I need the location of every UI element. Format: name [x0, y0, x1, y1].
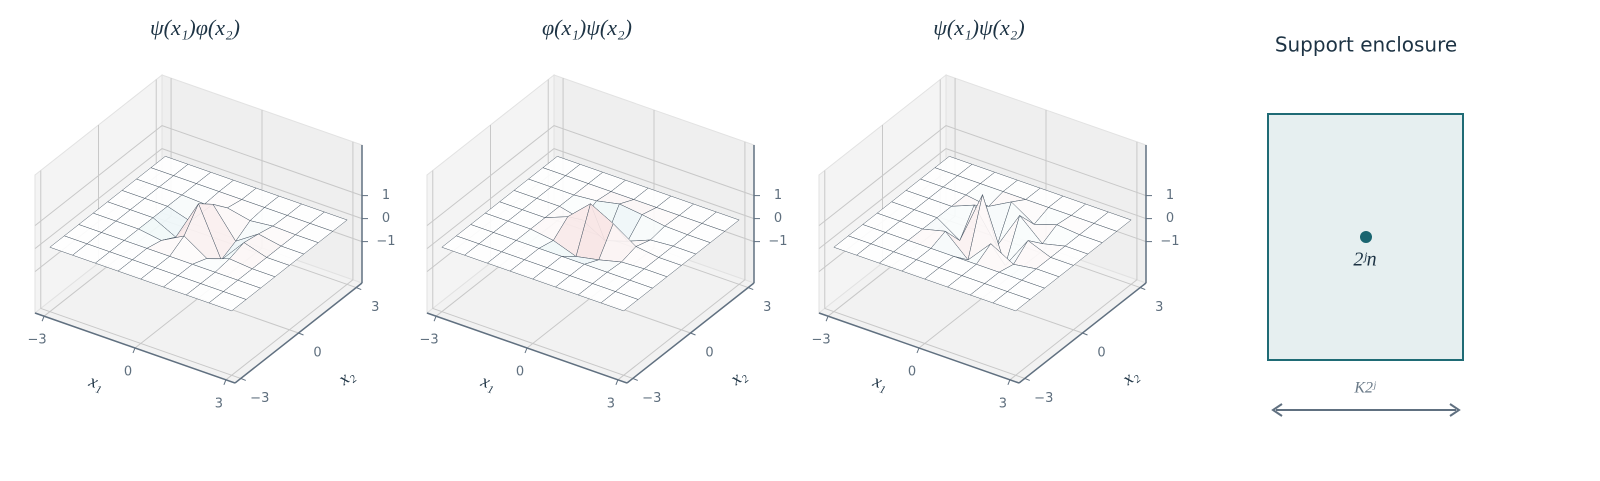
grid-line — [818, 125, 1147, 226]
x-tick-label: −3 — [420, 333, 439, 348]
z-tick-label: 0 — [774, 211, 782, 226]
y-tick — [1140, 287, 1146, 291]
grid-line — [34, 125, 363, 226]
y-tick — [632, 377, 638, 381]
x-axis-label: x₁ — [478, 370, 499, 394]
y-tick-label: 3 — [763, 300, 771, 315]
x-tick — [615, 379, 619, 386]
x-axis-label: x₁ — [870, 370, 891, 394]
x-tick-label: −3 — [812, 333, 831, 348]
x-axis-label: x₁ — [86, 370, 107, 394]
z-tick-label: 1 — [382, 188, 390, 203]
x-tick — [132, 347, 136, 354]
y-tick-label: 3 — [1155, 300, 1163, 315]
z-tick-label: 1 — [1166, 188, 1174, 203]
z-tick-label: 1 — [774, 188, 782, 203]
panel-title: ψ(x₁)ψ(x₂) — [933, 15, 1024, 40]
center-label: 2ʲn — [1353, 249, 1376, 271]
y-tick-label: −3 — [1034, 391, 1053, 406]
z-tick-label: −1 — [1160, 234, 1179, 249]
y-axis-line — [626, 282, 755, 384]
y-axis-label: x₂ — [333, 364, 357, 389]
diagram-title: Support enclosure — [1275, 33, 1457, 57]
x-axis-line — [818, 312, 1020, 384]
x-tick — [433, 315, 437, 322]
panel-title: φ(x₁)ψ(x₂) — [542, 15, 632, 40]
grid-line — [426, 125, 755, 226]
grid-line — [40, 170, 241, 379]
y-tick — [298, 332, 304, 336]
surface-cell — [600, 291, 639, 312]
surface-cell — [992, 291, 1031, 312]
x-tick-label: 0 — [124, 365, 132, 380]
surface-panel: ψ(x₁)φ(x₂) −3 0 3 −3 0 3 −1 0 1 x₁ x₂ — [28, 15, 396, 411]
surface-panel: ψ(x₁)ψ(x₂) −3 0 3 −3 0 3 −1 0 1 x₁ x₂ — [812, 15, 1180, 411]
arrow-heads — [1271, 403, 1461, 417]
z-tick-label: −1 — [376, 234, 395, 249]
y-tick-label: 3 — [371, 300, 379, 315]
z-tick-label: −1 — [768, 234, 787, 249]
grid-line — [1009, 141, 1138, 381]
x-tick — [41, 315, 45, 322]
y-axis-line — [1018, 282, 1147, 384]
y-tick-label: 0 — [1097, 346, 1105, 361]
x-axis-line — [426, 312, 628, 384]
x-tick-label: 0 — [516, 365, 524, 380]
x-tick-label: 0 — [908, 365, 916, 380]
y-tick-label: 0 — [313, 346, 321, 361]
grid-line — [426, 148, 755, 249]
y-tick — [1082, 332, 1088, 336]
grid-line — [818, 148, 1147, 249]
y-tick — [240, 377, 246, 381]
x-tick-label: −3 — [28, 333, 47, 348]
x-tick-label: 3 — [999, 396, 1007, 411]
y-axis-line — [234, 282, 363, 384]
z-tick-label: 0 — [382, 211, 390, 226]
x-tick — [916, 347, 920, 354]
grid-line — [824, 170, 1025, 379]
y-tick-label: 0 — [705, 346, 713, 361]
y-tick — [690, 332, 696, 336]
y-tick — [356, 287, 362, 291]
y-tick-label: −3 — [642, 391, 661, 406]
x-tick-label: 3 — [607, 396, 615, 411]
y-tick — [1024, 377, 1030, 381]
grid-line — [432, 170, 633, 379]
surface-cell — [208, 291, 247, 312]
y-tick-label: −3 — [250, 391, 269, 406]
panel-title: ψ(x₁)φ(x₂) — [150, 15, 240, 40]
x-axis-line — [34, 312, 236, 384]
y-axis-label: x₂ — [725, 364, 749, 389]
x-tick — [1007, 379, 1011, 386]
grid-line — [225, 141, 354, 381]
support-diagram: Support enclosure 2ʲn K2ʲ — [1267, 33, 1464, 417]
y-axis-label: x₂ — [1117, 364, 1141, 389]
x-tick — [223, 379, 227, 386]
center-dot — [1360, 231, 1372, 243]
grid-line — [34, 148, 363, 249]
x-tick-label: 3 — [215, 396, 223, 411]
grid-line — [617, 141, 746, 381]
surface-panel: φ(x₁)ψ(x₂) −3 0 3 −3 0 3 −1 0 1 x₁ x₂ — [420, 15, 788, 411]
width-label: K2ʲ — [1353, 380, 1377, 397]
y-tick — [748, 287, 754, 291]
x-tick — [825, 315, 829, 322]
z-tick-label: 0 — [1166, 211, 1174, 226]
x-tick — [524, 347, 528, 354]
